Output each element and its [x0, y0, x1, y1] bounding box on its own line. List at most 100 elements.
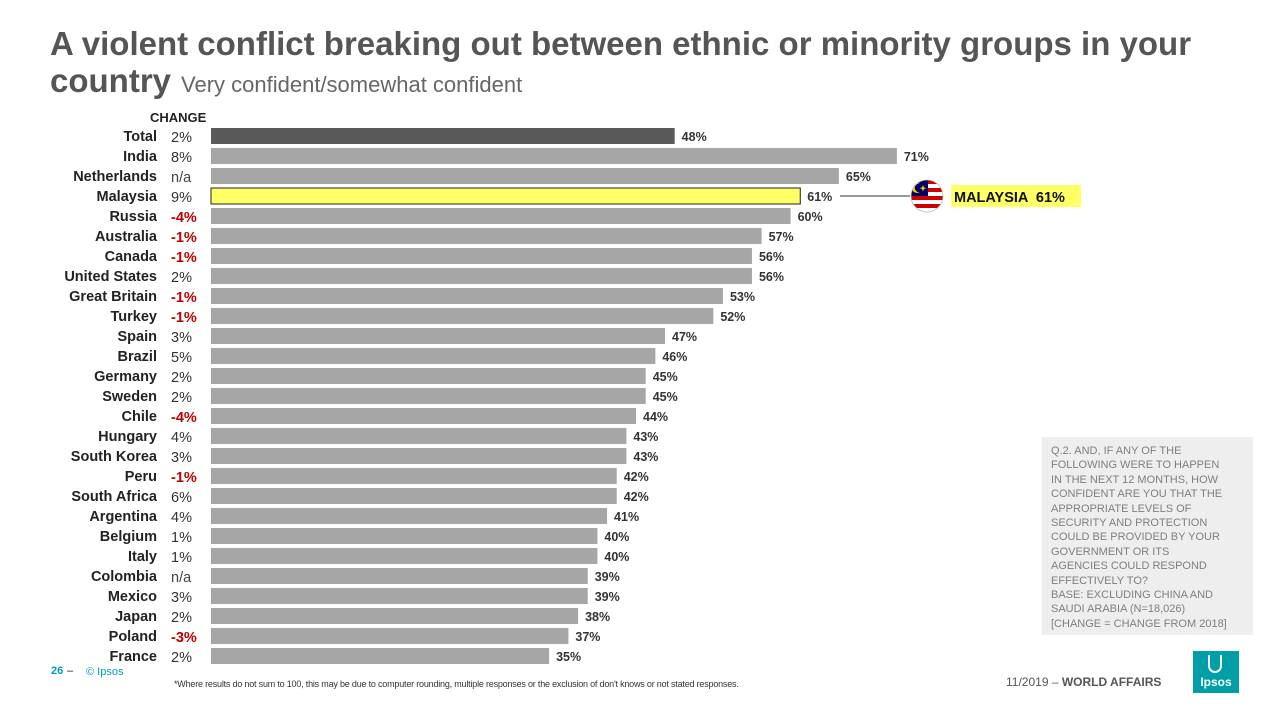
change-label: 2% — [171, 270, 192, 286]
value-label: 43% — [633, 430, 658, 444]
bar — [211, 328, 666, 344]
change-label: 4% — [171, 430, 192, 446]
category-label: Colombia — [91, 569, 158, 585]
change-label: 6% — [171, 490, 192, 506]
value-label: 53% — [730, 290, 755, 304]
footnote-line: COULD BE PROVIDED BY YOUR — [1051, 531, 1220, 544]
category-label: South Africa — [71, 489, 158, 505]
report-date: 11/2019 – WORLD AFFAIRS — [1006, 675, 1161, 689]
footnote-line: [CHANGE = CHANGE FROM 2018] — [1051, 617, 1227, 630]
value-label: 46% — [662, 350, 687, 364]
category-label: Netherlands — [73, 169, 157, 185]
value-label: 52% — [720, 310, 745, 324]
report-date-sep: – — [1048, 675, 1062, 689]
category-label: India — [123, 149, 158, 165]
change-label: -1% — [171, 230, 197, 246]
bar — [211, 168, 839, 184]
change-label: -4% — [171, 210, 197, 226]
value-label: 42% — [624, 470, 649, 484]
bar — [211, 528, 598, 544]
change-label: n/a — [171, 170, 192, 186]
change-label: n/a — [171, 570, 192, 586]
change-label: 8% — [171, 150, 192, 166]
change-label: 5% — [171, 350, 192, 366]
bar — [211, 268, 752, 284]
footnote-line: Q.2. AND, IF ANY OF THE — [1051, 445, 1182, 457]
change-column-header: CHANGE — [150, 110, 207, 125]
change-label: -1% — [171, 250, 197, 266]
value-label: 43% — [633, 450, 658, 464]
bar-highlight — [210, 187, 801, 205]
bar — [211, 208, 791, 224]
bar — [211, 228, 762, 244]
bar — [211, 608, 579, 624]
change-label: 3% — [171, 330, 192, 346]
ipsos-logo-mark — [1208, 655, 1222, 673]
value-label: 41% — [614, 510, 639, 524]
value-label: 57% — [769, 230, 794, 244]
footnote-line: AGENCIES COULD RESPOND — [1051, 560, 1207, 573]
bar — [211, 408, 637, 424]
page-title: A violent conflict breaking out between … — [50, 25, 1230, 103]
change-label: -3% — [171, 630, 197, 646]
footnote-line: FOLLOWING WERE TO HAPPEN — [1051, 459, 1220, 472]
category-label: Argentina — [89, 509, 158, 525]
category-label: Italy — [128, 549, 157, 565]
footnote-line: BASE: EXCLUDING CHINA AND — [1051, 589, 1213, 602]
category-label: France — [109, 649, 157, 665]
value-label: 40% — [604, 550, 629, 564]
value-label: 39% — [595, 570, 620, 584]
category-label: Belgium — [100, 529, 157, 545]
ipsos-logo: Ipsos — [1193, 651, 1239, 693]
value-label: 56% — [759, 270, 784, 284]
bar — [211, 568, 588, 584]
category-label: Hungary — [98, 429, 157, 445]
copyright: © Ipsos — [86, 666, 124, 678]
bar — [211, 428, 627, 444]
page-subtitle: Very confident/somewhat confident — [181, 72, 523, 97]
category-label: Peru — [125, 469, 157, 485]
category-label: Total — [123, 129, 157, 145]
report-date-value: 11/2019 — [1006, 675, 1049, 689]
callout-label: MALAYSIA 61% — [954, 190, 1065, 206]
value-label: 44% — [643, 410, 668, 424]
value-label: 65% — [846, 170, 871, 184]
footnote-line: EFFECTIVELY TO? — [1051, 574, 1148, 587]
value-label: 56% — [759, 250, 784, 264]
category-label: Chile — [122, 409, 157, 425]
footnote-line: SAUDI ARABIA (N=18,026) — [1051, 603, 1186, 616]
bar — [211, 448, 627, 464]
change-label: 3% — [171, 450, 192, 466]
category-label: Great Britain — [69, 289, 157, 305]
category-label: Russia — [109, 209, 157, 225]
callout-box — [951, 185, 1081, 207]
change-label: -1% — [171, 470, 197, 486]
value-label: 61% — [807, 190, 832, 204]
title-text: A violent conflict breaking out between … — [50, 25, 1192, 99]
category-label: Turkey — [111, 309, 157, 325]
change-label: 3% — [171, 590, 192, 606]
value-label: 42% — [624, 490, 649, 504]
footnote-line: IN THE NEXT 12 MONTHS, HOW — [1051, 473, 1219, 486]
category-label: Germany — [94, 369, 157, 385]
bar — [211, 468, 617, 484]
bar — [211, 588, 588, 604]
category-label: Japan — [115, 609, 157, 625]
value-label: 39% — [595, 590, 620, 604]
category-label: South Korea — [71, 449, 158, 465]
value-label: 45% — [653, 390, 678, 404]
change-label: -4% — [171, 410, 197, 426]
value-label: 37% — [575, 630, 600, 644]
change-label: -1% — [171, 290, 197, 306]
footnote-line: GOVERNMENT OR ITS — [1051, 545, 1170, 558]
bar — [211, 308, 714, 324]
footnote-line: APPROPRIATE LEVELS OF — [1051, 502, 1192, 515]
bar — [211, 368, 646, 384]
bar — [211, 148, 897, 164]
change-label: 2% — [171, 370, 192, 386]
category-label: United States — [64, 269, 157, 285]
value-label: 40% — [604, 530, 629, 544]
category-label: Canada — [105, 249, 158, 265]
bar — [211, 288, 723, 304]
value-label: 60% — [798, 210, 823, 224]
